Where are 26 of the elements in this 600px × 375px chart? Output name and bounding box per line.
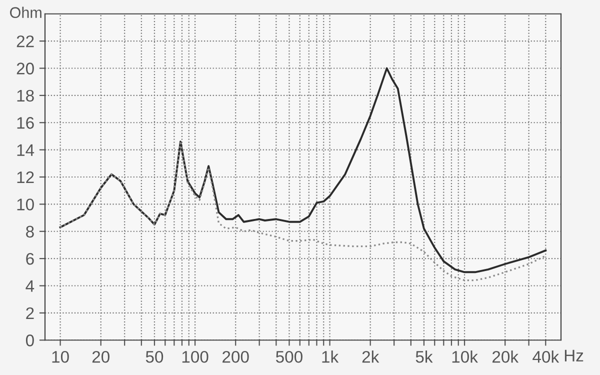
x-tick-label: 2k (362, 350, 380, 363)
y-tick-label: 22 (16, 35, 34, 48)
y-tick-label: 0 (26, 334, 34, 346)
y-tick-label: 6 (26, 252, 34, 265)
x-tick-label: 20k (492, 350, 519, 363)
y-tick-label: 14 (17, 144, 34, 156)
y-axis-title: Ohm (10, 6, 42, 18)
x-tick-label: 10 (52, 350, 69, 363)
y-tick-label: 10 (17, 198, 34, 210)
x-tick-label: 1k (322, 350, 339, 363)
y-tick-label: 12 (17, 171, 34, 184)
y-tick-label: 8 (26, 226, 34, 238)
x-tick-label: 5k (416, 350, 433, 363)
x-tick-label: 20 (92, 350, 110, 363)
x-tick-label: 500 (276, 350, 302, 363)
x-axis-title: Hz (564, 350, 584, 362)
y-tick-label: 4 (26, 280, 34, 292)
x-tick-label: 100 (182, 350, 208, 363)
x-tick-label: 40k (532, 350, 560, 363)
y-tick-label: 20 (16, 62, 34, 74)
x-tick-label: 200 (222, 350, 249, 363)
y-tick-label: 16 (17, 117, 34, 129)
y-tick-label: 18 (17, 90, 34, 102)
x-tick-label: 50 (146, 350, 164, 363)
x-tick-label: 10k (452, 350, 478, 363)
y-tick-label: 2 (26, 307, 34, 319)
